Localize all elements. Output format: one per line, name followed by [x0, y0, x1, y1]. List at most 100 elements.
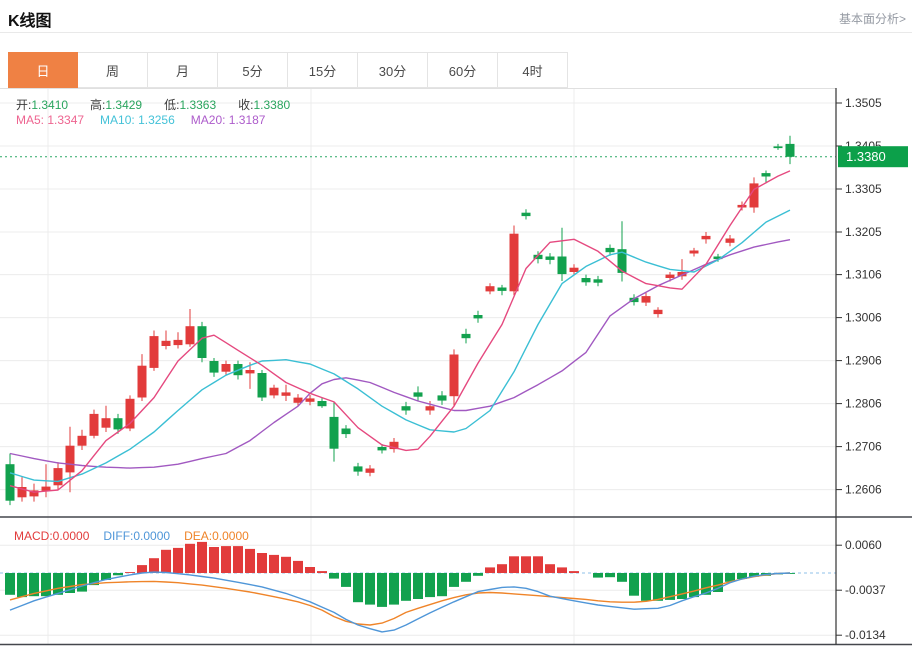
macd-hist-bar: [257, 553, 267, 573]
candle-body: [617, 249, 627, 273]
tab-interval-4[interactable]: 15分: [288, 52, 358, 88]
macd-hist-bar: [641, 573, 651, 601]
candle-body: [569, 267, 579, 272]
candle-body: [401, 406, 411, 411]
macd-hist-bar: [233, 546, 243, 573]
diff-line: [9, 571, 791, 633]
candle-body: [341, 428, 351, 435]
candle-body: [101, 418, 111, 428]
candle-body: [389, 441, 399, 450]
macd-tick-label: -0.0037: [845, 583, 886, 597]
macd-hist-bar: [173, 547, 183, 573]
macd-hist-bar: [509, 556, 519, 573]
macd-tick-label: 0.0060: [845, 538, 882, 552]
candle-body: [113, 418, 123, 430]
macd-hist-bar: [317, 571, 327, 573]
dea-line: [9, 572, 791, 626]
candle-body: [161, 340, 171, 346]
macd-hist-bar: [305, 567, 315, 573]
candle-body: [473, 315, 483, 319]
macd-hist-bar: [701, 573, 711, 595]
candle-body: [245, 370, 255, 374]
candle-body: [773, 146, 783, 149]
candle-body: [713, 256, 723, 260]
tab-interval-2[interactable]: 月: [148, 52, 218, 88]
page-header: K线图 基本面分析>: [0, 0, 912, 33]
candle-body: [149, 336, 159, 368]
candle-body: [377, 447, 387, 451]
tab-interval-1[interactable]: 周: [78, 52, 148, 88]
candle-body: [521, 212, 531, 217]
macd-hist-bar: [749, 573, 759, 577]
macd-hist-bar: [365, 573, 375, 605]
price-tick-label: 1.3106: [845, 268, 882, 282]
candle-body: [41, 486, 51, 491]
macd-hist-bar: [389, 573, 399, 605]
macd-hist-bar: [341, 573, 351, 587]
macd-hist-bar: [293, 560, 303, 573]
candle-body: [689, 250, 699, 254]
macd-hist-bar: [485, 567, 495, 573]
macd-hist-bar: [473, 573, 483, 576]
candle-body: [437, 395, 447, 401]
price-tick-label: 1.2706: [845, 440, 882, 454]
candle-body: [185, 326, 195, 345]
macd-hist-bar: [221, 546, 231, 573]
candle-body: [425, 406, 435, 411]
macd-hist-bar: [677, 573, 687, 599]
macd-hist-bar: [329, 573, 339, 579]
tab-interval-7[interactable]: 4时: [498, 52, 568, 88]
candle-body: [737, 204, 747, 208]
candle-body: [785, 143, 795, 157]
macd-hist-bar: [41, 573, 51, 597]
macd-hist-bar: [521, 556, 531, 573]
macd-hist-bar: [665, 573, 675, 600]
tab-interval-5[interactable]: 30分: [358, 52, 428, 88]
ma20-line: [9, 239, 791, 469]
candle-body: [581, 278, 591, 283]
macd-hist-bar: [545, 564, 555, 573]
macd-hist-bar: [425, 573, 435, 598]
price-tick-label: 1.2906: [845, 354, 882, 368]
kline-chart-area: 1.3505 1.3405 1.3305 1.3205 1.3106 1.3006 1.29…: [0, 88, 912, 650]
candle-body: [749, 183, 759, 208]
macd-hist-bar: [725, 573, 735, 582]
macd-hist-bar: [497, 564, 507, 573]
price-tick-label: 1.3205: [845, 225, 882, 239]
candle-body: [281, 392, 291, 396]
macd-hist-bar: [5, 573, 15, 595]
interval-tabs: 日周月 5分 15分 30分 60分 4时: [8, 52, 568, 88]
candle-body: [65, 445, 75, 473]
candle-body: [533, 254, 543, 260]
macd-hist-bar: [713, 573, 723, 592]
current-price-text: 1.3380: [846, 149, 886, 164]
candle-body: [89, 413, 99, 436]
candle-body: [353, 466, 363, 472]
tab-interval-3[interactable]: 5分: [218, 52, 288, 88]
candle-body: [317, 401, 327, 407]
macd-hist-bar: [17, 573, 27, 598]
macd-hist-bar: [89, 573, 99, 586]
candle-body: [17, 487, 27, 498]
kline-chart: 1.35051.34051.33051.32051.31061.30061.29…: [0, 88, 912, 646]
macd-hist-bar: [77, 573, 87, 592]
candle-body: [53, 468, 63, 486]
price-tick-label: 1.3006: [845, 311, 882, 325]
candle-body: [485, 286, 495, 292]
candle-body: [509, 233, 519, 292]
macd-hist-bar: [569, 571, 579, 573]
candle-body: [77, 435, 87, 446]
candle-body: [761, 173, 771, 177]
macd-hist-bar: [533, 556, 543, 573]
macd-hist-bar: [461, 573, 471, 582]
macd-hist-bar: [113, 573, 123, 576]
candle-body: [725, 238, 735, 243]
macd-hist-bar: [593, 573, 603, 578]
tab-interval-6[interactable]: 60分: [428, 52, 498, 88]
tab-interval-0[interactable]: 日: [8, 52, 78, 88]
macd-hist-bar: [281, 556, 291, 573]
candle-body: [5, 464, 15, 501]
fundamental-analysis-link[interactable]: 基本面分析>: [838, 12, 906, 26]
candle-body: [137, 365, 147, 398]
candle-body: [257, 373, 267, 398]
